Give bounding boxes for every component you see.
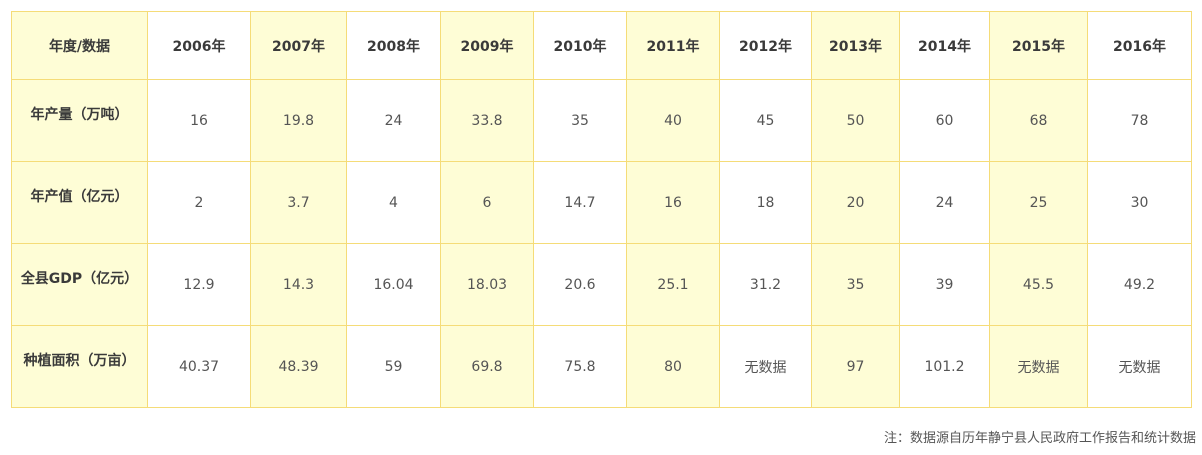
corner-cell: 年度/数据 [11, 11, 148, 80]
year-header: 2008年 [346, 11, 441, 80]
value-cell: 59 [346, 325, 441, 408]
value-cell: 78 [1087, 79, 1192, 162]
year-header: 2007年 [250, 11, 347, 80]
table-body: 年度/数据 2006年 2007年 2008年 2009年 2010年 2011… [11, 11, 1192, 408]
value-cell: 无数据 [719, 325, 812, 408]
value-cell: 无数据 [1087, 325, 1192, 408]
value-cell: 16.04 [346, 243, 441, 326]
year-header: 2011年 [626, 11, 720, 80]
value-cell: 14.7 [533, 161, 627, 244]
footnote: 注：数据源自历年静宁县人民政府工作报告和统计数据 [883, 431, 1196, 446]
value-cell: 31.2 [719, 243, 812, 326]
value-cell: 25.1 [626, 243, 720, 326]
table-row: 种植面积（万亩） 40.37 48.39 59 69.8 75.8 80 无数据 97 101.2… [11, 325, 1192, 408]
row-label: 种植面积（万亩） [23, 352, 136, 369]
value-cell: 16 [626, 161, 720, 244]
row-label: 年产量（万吨） [30, 106, 129, 123]
year-header: 2016年 [1087, 11, 1192, 80]
value-cell: 33.8 [440, 79, 534, 162]
value-cell: 18 [719, 161, 812, 244]
value-cell: 101.2 [899, 325, 990, 408]
value-cell: 50 [811, 79, 900, 162]
value-cell: 24 [899, 161, 990, 244]
value-cell: 69.8 [440, 325, 534, 408]
value-cell: 45 [719, 79, 812, 162]
value-cell: 24 [346, 79, 441, 162]
value-cell: 97 [811, 325, 900, 408]
value-cell: 3.7 [250, 161, 347, 244]
year-header: 2009年 [440, 11, 534, 80]
value-cell: 35 [811, 243, 900, 326]
table-row: 年产值（亿元） 2 3.7 4 6 14.7 16 18 20 24 25 30 [11, 161, 1192, 244]
value-cell: 48.39 [250, 325, 347, 408]
year-header: 2010年 [533, 11, 627, 80]
value-cell: 16 [147, 79, 251, 162]
header-row: 年度/数据 2006年 2007年 2008年 2009年 2010年 2011… [11, 11, 1192, 80]
value-cell: 20 [811, 161, 900, 244]
row-label-cell: 年产值（亿元） [11, 161, 148, 244]
value-cell: 14.3 [250, 243, 347, 326]
value-cell: 49.2 [1087, 243, 1192, 326]
data-table: 年度/数据 2006年 2007年 2008年 2009年 2010年 2011… [11, 11, 1192, 408]
value-cell: 6 [440, 161, 534, 244]
value-cell: 35 [533, 79, 627, 162]
value-cell: 2 [147, 161, 251, 244]
row-label: 全县GDP（亿元） [20, 270, 139, 287]
value-cell: 18.03 [440, 243, 534, 326]
value-cell: 40.37 [147, 325, 251, 408]
row-label-cell: 年产量（万吨） [11, 79, 148, 162]
table-row: 全县GDP（亿元） 12.9 14.3 16.04 18.03 20.6 25.1 31.2 3… [11, 243, 1192, 326]
row-label: 年产值（亿元） [30, 188, 129, 205]
value-cell: 25 [989, 161, 1088, 244]
value-cell: 75.8 [533, 325, 627, 408]
year-header: 2013年 [811, 11, 900, 80]
year-header: 2015年 [989, 11, 1088, 80]
value-cell: 4 [346, 161, 441, 244]
value-cell: 30 [1087, 161, 1192, 244]
table-row: 年产量（万吨） 16 19.8 24 33.8 35 40 45 50 60 68 78 [11, 79, 1192, 162]
year-header: 2012年 [719, 11, 812, 80]
value-cell: 12.9 [147, 243, 251, 326]
value-cell: 无数据 [989, 325, 1088, 408]
row-label-cell: 全县GDP（亿元） [11, 243, 148, 326]
value-cell: 68 [989, 79, 1088, 162]
value-cell: 80 [626, 325, 720, 408]
value-cell: 40 [626, 79, 720, 162]
row-label-cell: 种植面积（万亩） [11, 325, 148, 408]
value-cell: 60 [899, 79, 990, 162]
value-cell: 20.6 [533, 243, 627, 326]
value-cell: 19.8 [250, 79, 347, 162]
value-cell: 39 [899, 243, 990, 326]
value-cell: 45.5 [989, 243, 1088, 326]
year-header: 2014年 [899, 11, 990, 80]
year-header: 2006年 [147, 11, 251, 80]
